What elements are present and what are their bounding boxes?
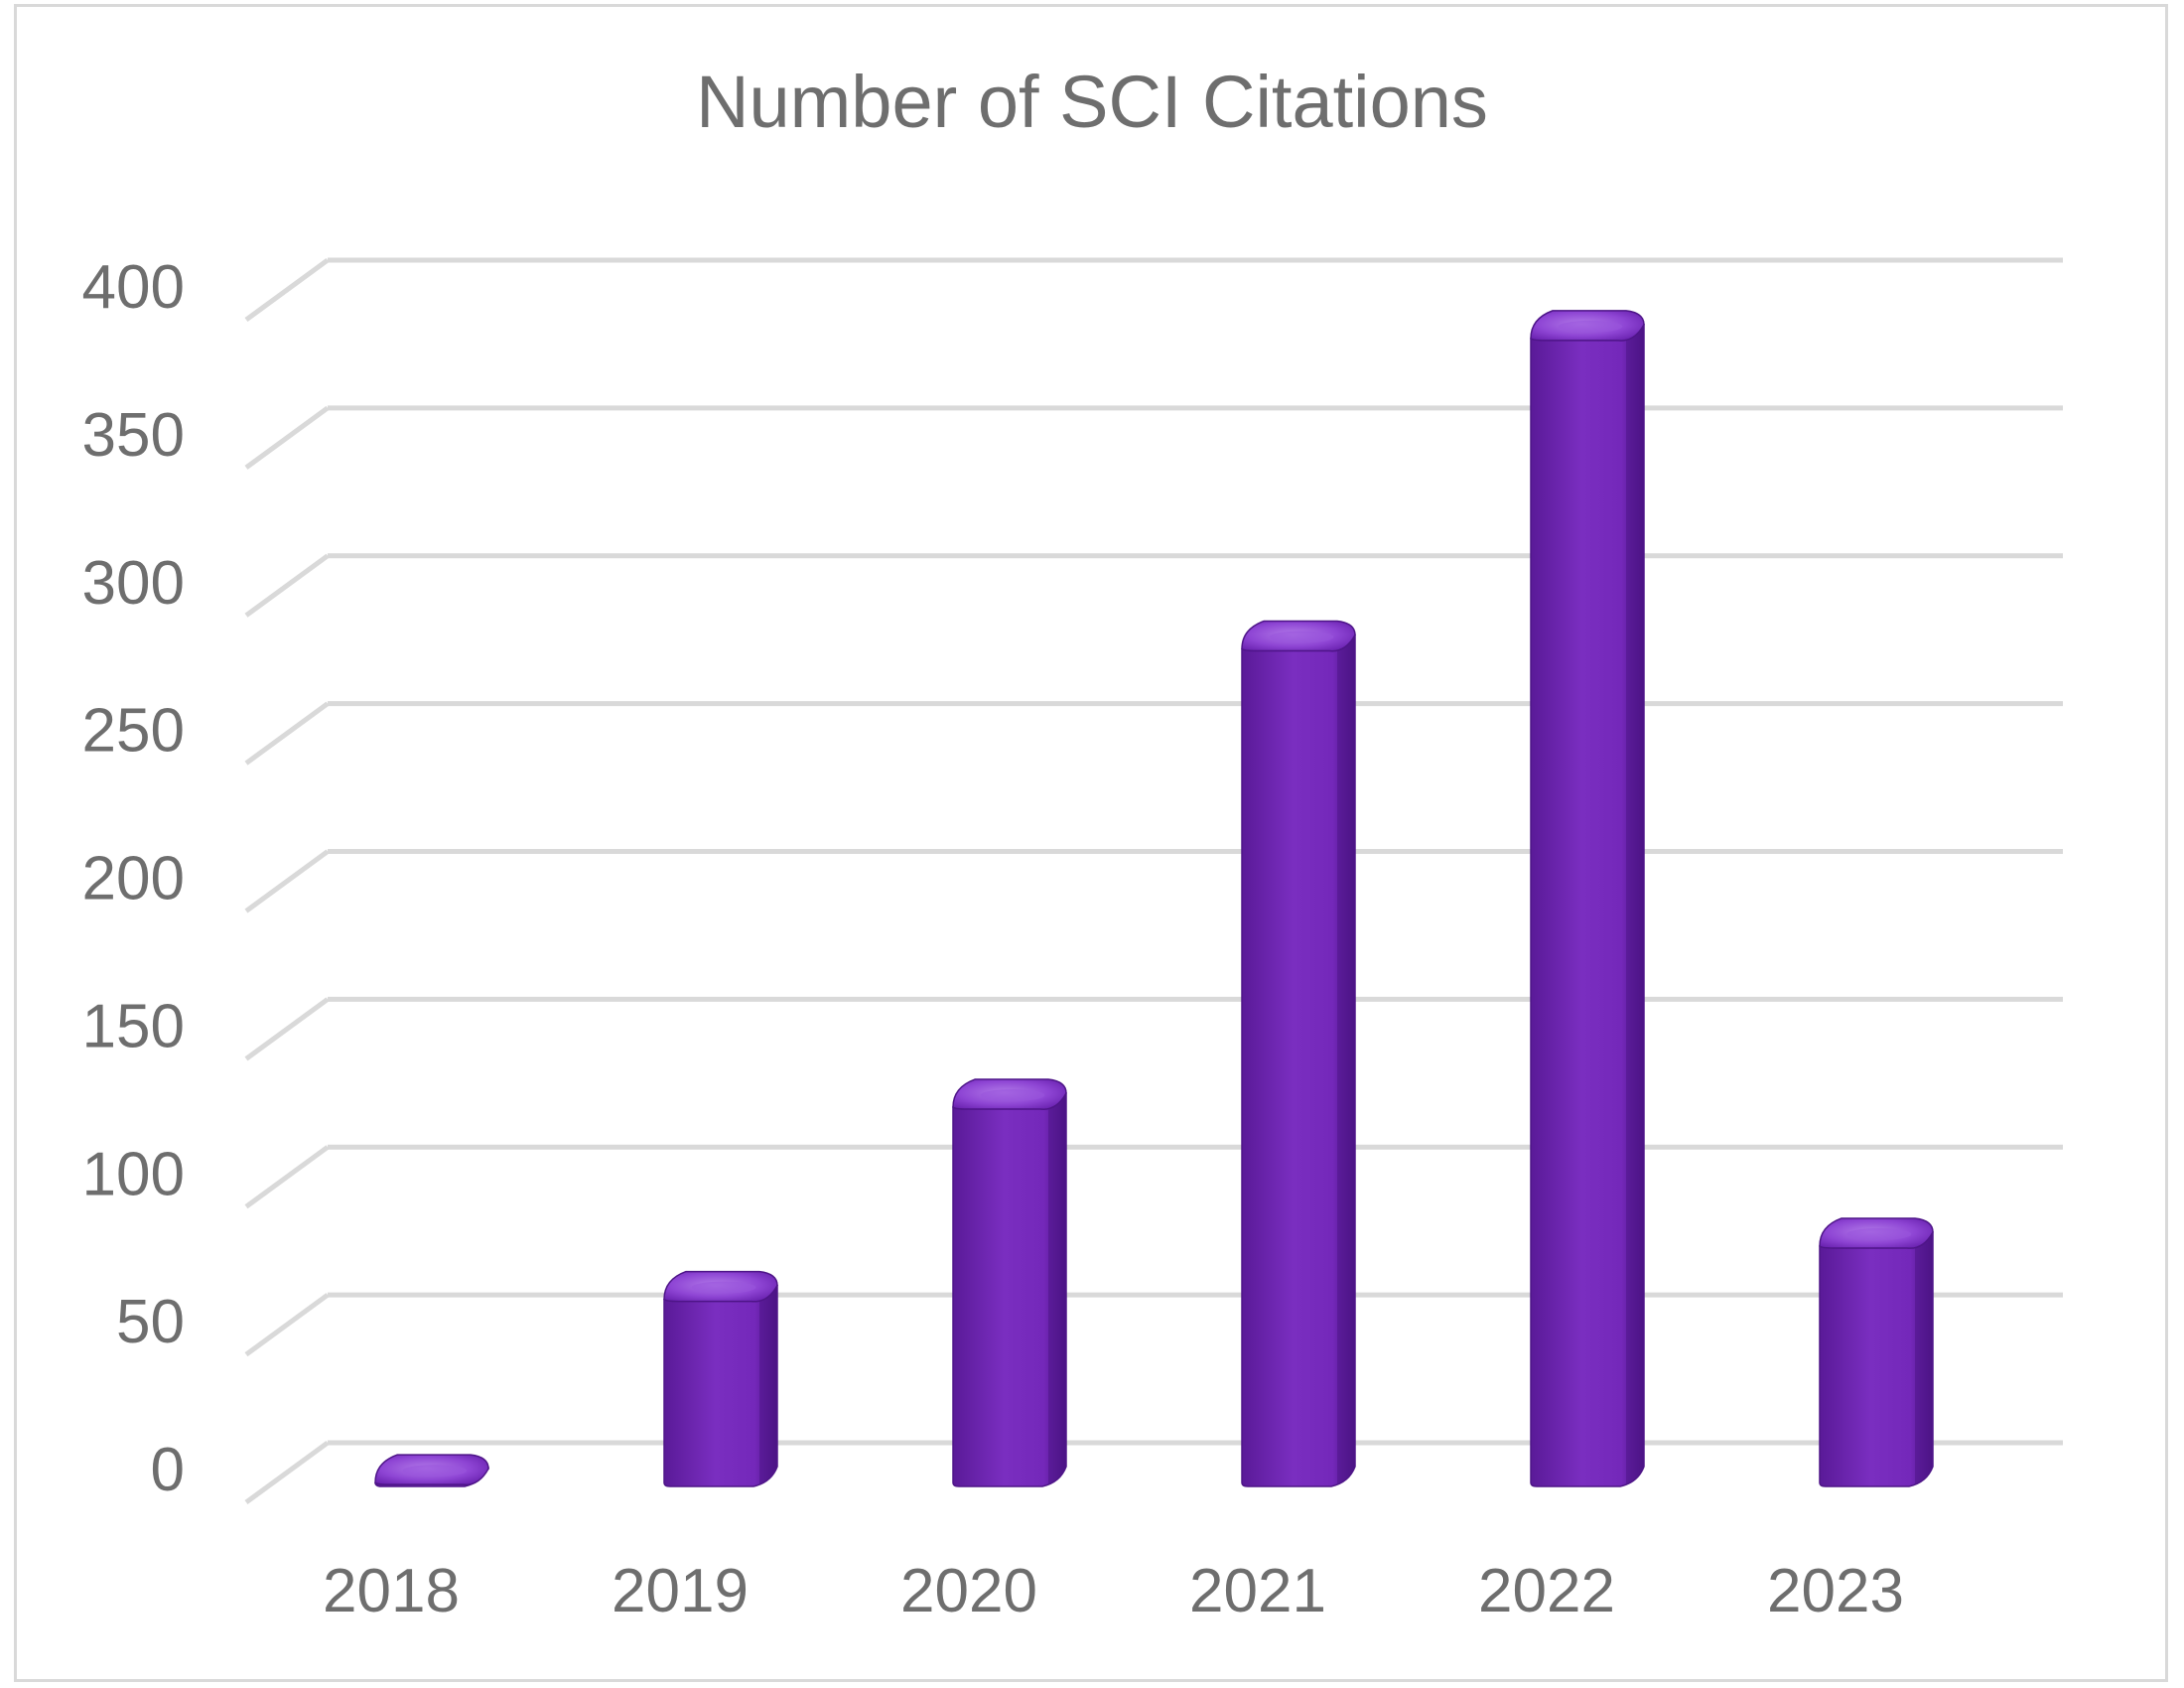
- y-tick-label: 200: [82, 845, 185, 914]
- bar: [952, 1078, 1067, 1487]
- gridline: [244, 849, 2063, 914]
- bar: [1819, 1217, 1934, 1487]
- x-tick-label: 2020: [900, 1557, 1037, 1625]
- bar: [663, 1270, 778, 1487]
- gridlines: [244, 257, 2063, 1505]
- gridline: [244, 996, 2063, 1061]
- x-axis-ticks: 2018 2019 2020 2021 2022 2023: [323, 1557, 1904, 1625]
- gridline: [244, 1292, 2063, 1357]
- chart-title: Number of SCI Citations: [696, 61, 1488, 143]
- chart-frame: [14, 4, 2168, 1682]
- gridline: [244, 1144, 2063, 1209]
- y-tick-label: 150: [82, 992, 185, 1060]
- y-axis-ticks: 0 50 100 150 200 250 300 350 400: [82, 253, 185, 1504]
- y-tick-label: 300: [82, 549, 185, 618]
- gridline: [244, 405, 2063, 470]
- y-tick-label: 100: [82, 1140, 185, 1208]
- gridline: [244, 553, 2063, 618]
- y-tick-label: 250: [82, 697, 185, 766]
- y-tick-label: 50: [116, 1288, 185, 1356]
- gridline: [244, 701, 2063, 766]
- x-tick-label: 2021: [1189, 1557, 1326, 1625]
- bar: [1530, 310, 1645, 1487]
- x-tick-label: 2018: [323, 1557, 460, 1625]
- x-tick-label: 2019: [612, 1557, 749, 1625]
- y-tick-label: 350: [82, 401, 185, 470]
- gridline: [244, 257, 2063, 323]
- x-tick-label: 2022: [1478, 1557, 1615, 1625]
- y-tick-label: 0: [151, 1436, 185, 1504]
- y-tick-label: 400: [82, 253, 185, 322]
- x-tick-label: 2023: [1767, 1557, 1904, 1625]
- bar: [374, 1454, 489, 1487]
- bar: [1241, 620, 1356, 1487]
- gridline: [244, 1440, 2063, 1505]
- bars: [374, 310, 1934, 1487]
